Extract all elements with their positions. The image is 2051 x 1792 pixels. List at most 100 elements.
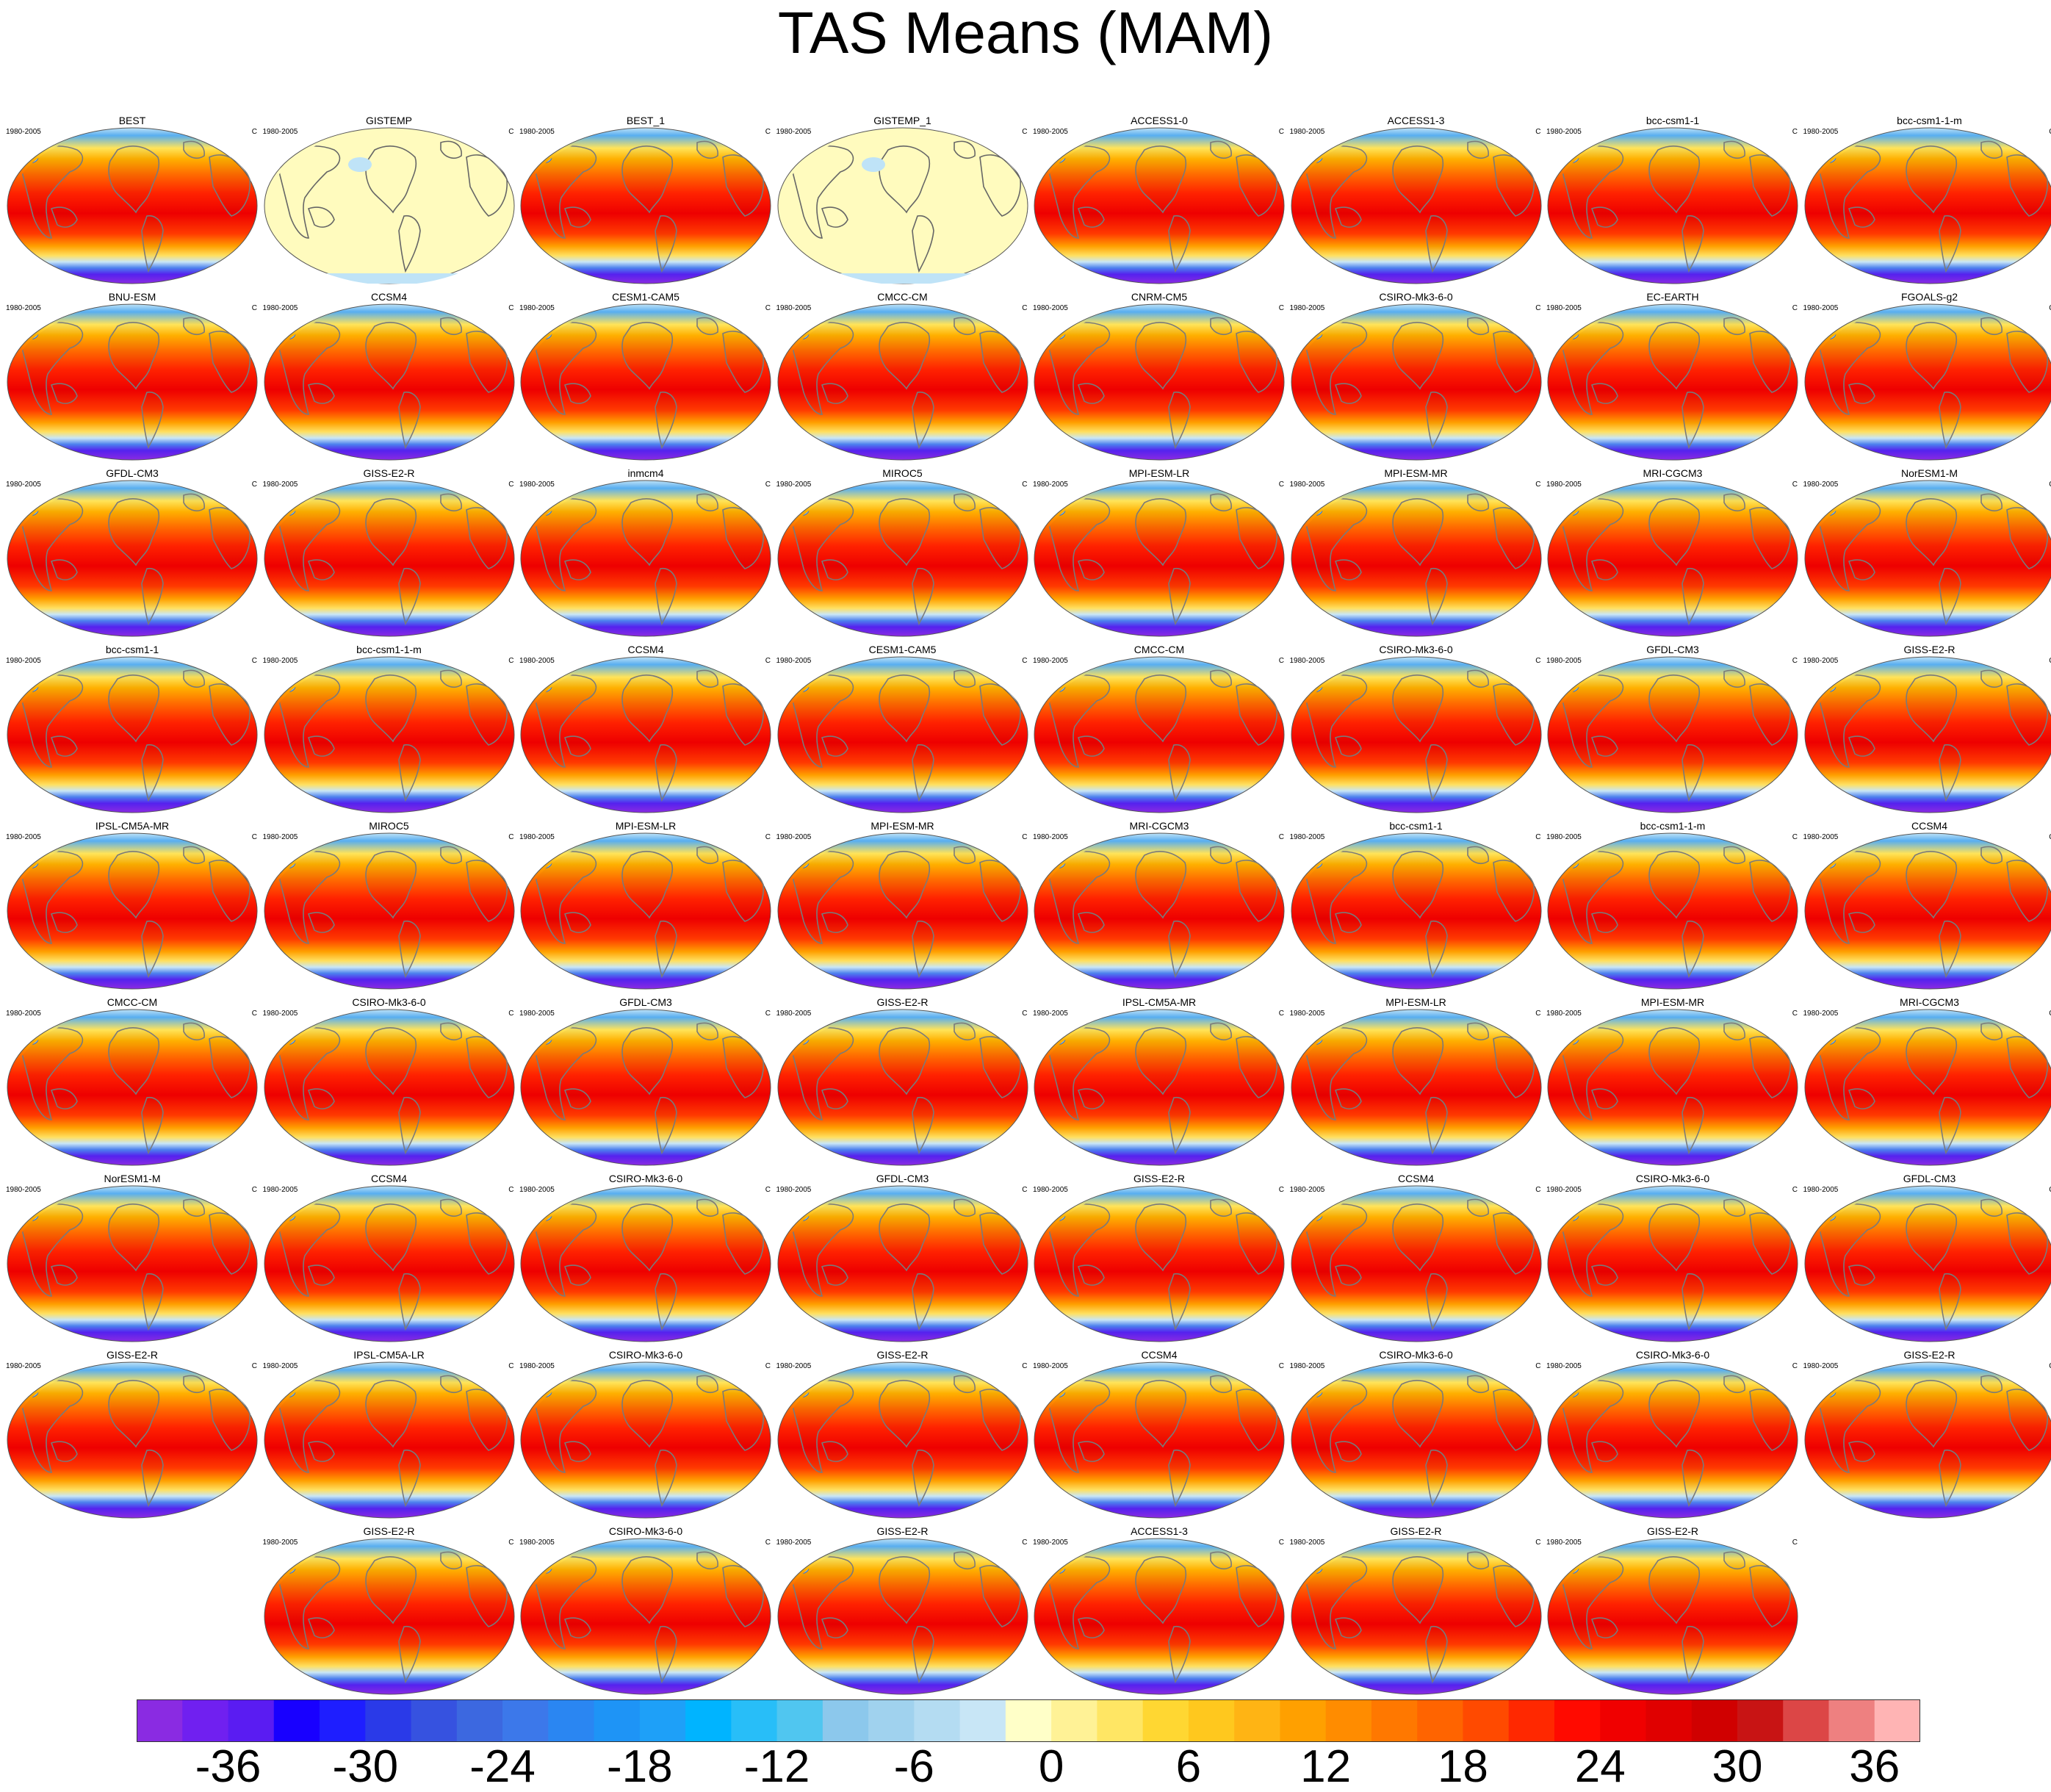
map-globe [1545,832,1801,992]
map-globe [775,479,1031,639]
map-globe [1031,479,1287,639]
map-panel-title: MPI-ESM-LR [1031,467,1287,479]
map-globe [1802,1008,2051,1168]
map-panel-title: GFDL-CM3 [1545,644,1801,655]
map-panel-title: CCSM4 [262,1173,517,1184]
map-globe [4,479,260,639]
map-panel-title: CMCC-CM [1031,644,1287,655]
map-globe [518,479,774,639]
colorbar-tick-label: 6 [1176,1744,1201,1790]
map-globe [1288,655,1544,816]
map-globe [518,1008,774,1168]
colorbar-segment [914,1699,960,1742]
map-globe [262,1361,517,1521]
colorbar-segment [1646,1699,1692,1742]
map-panel-title: GFDL-CM3 [4,467,260,479]
map-panel-title: GISS-E2-R [262,467,517,479]
map-panel-title: MIROC5 [262,820,517,832]
map-panel-title: CSIRO-Mk3-6-0 [262,996,517,1008]
colorbar-segment [365,1699,411,1742]
colorbar-segment [1189,1699,1235,1742]
map-globe [4,655,260,816]
map-globe [518,1537,774,1697]
map-panel-title: ACCESS1-3 [1031,1525,1287,1537]
map-panel-title: GFDL-CM3 [1802,1173,2051,1184]
colorbar-tick-label: -12 [744,1744,810,1790]
colorbar-segment [1828,1699,1875,1742]
colorbar-segment [137,1699,183,1742]
map-globe [1288,1008,1544,1168]
map-globe [262,832,517,992]
map-panel-title: MIROC5 [775,467,1031,479]
map-globe [518,126,774,287]
colorbar-segment [1280,1699,1326,1742]
map-globe [1288,1361,1544,1521]
map-globe [262,1008,517,1168]
map-globe [1545,1537,1801,1697]
map-globe [262,655,517,816]
map-panel-title: GISS-E2-R [775,1349,1031,1361]
map-panel-title: bcc-csm1-1 [4,644,260,655]
colorbar-segment [411,1699,458,1742]
map-panel-title: GISS-E2-R [4,1349,260,1361]
map-globe [262,1184,517,1345]
colorbar-segment [1234,1699,1280,1742]
map-panel-title: CCSM4 [1031,1349,1287,1361]
map-panel-title: CCSM4 [262,291,517,303]
map-panel-title: IPSL-CM5A-MR [1031,996,1287,1008]
map-panel-title: CSIRO-Mk3-6-0 [1288,644,1544,655]
map-panel-title: MPI-ESM-LR [518,820,774,832]
map-globe [775,1537,1031,1697]
map-panel-title: GISS-E2-R [1802,1349,2051,1361]
map-globe [518,303,774,463]
map-panel-title: GFDL-CM3 [775,1173,1031,1184]
map-globe [4,303,260,463]
colorbar-tick-label: -36 [195,1744,262,1790]
map-globe [1288,1184,1544,1345]
map-globe [1031,1537,1287,1697]
map-globe [1288,1537,1544,1697]
colorbar-segment [548,1699,594,1742]
map-globe [1031,832,1287,992]
map-globe [262,1537,517,1697]
colorbar-segment [1097,1699,1143,1742]
map-globe [1545,1184,1801,1345]
map-globe [1288,479,1544,639]
colorbar-segment [457,1699,503,1742]
map-panel-title: MPI-ESM-MR [1545,996,1801,1008]
map-panel-title: bcc-csm1-1-m [1802,115,2051,126]
map-globe [1802,832,2051,992]
